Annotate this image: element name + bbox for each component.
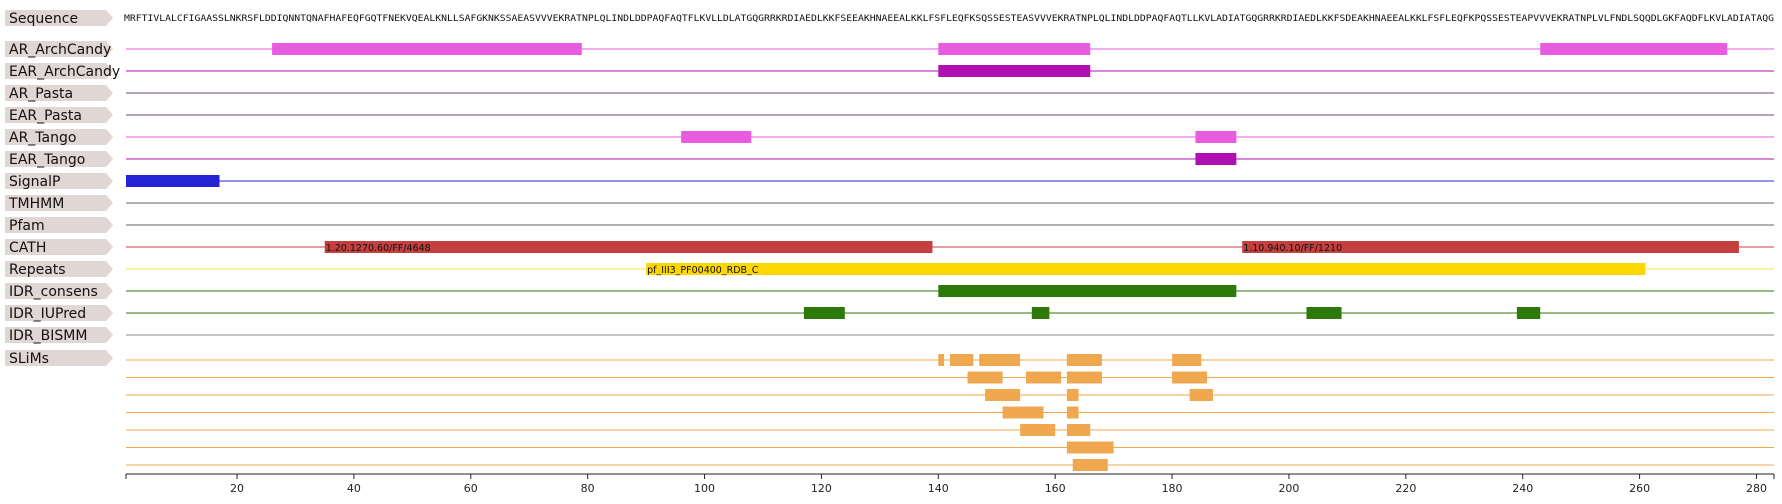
x-axis-tick-label: 40 xyxy=(347,482,361,495)
slim-bar[interactable] xyxy=(1172,371,1208,384)
track-signalp-tag-shape xyxy=(5,173,113,189)
x-axis-tick-label: 160 xyxy=(1045,482,1066,495)
slim-bar[interactable] xyxy=(1066,406,1079,419)
track-ear-pasta-tag-shape xyxy=(5,107,113,123)
x-axis-tick-label: 280 xyxy=(1746,482,1767,495)
feature-bar-ear-tango[interactable] xyxy=(1195,153,1237,165)
slim-bar[interactable] xyxy=(938,354,945,366)
track-ar-pasta-label: AR_Pasta xyxy=(9,86,73,102)
x-axis-tick-label: 140 xyxy=(928,482,949,495)
track-cath-label: CATH xyxy=(9,240,46,256)
x-axis-tick-label: 220 xyxy=(1395,482,1416,495)
feature-bar-idr-consens[interactable] xyxy=(938,285,1237,297)
feature-bar-signalp[interactable] xyxy=(126,175,220,187)
feature-bar-ar-archcandy[interactable] xyxy=(938,43,1091,55)
slim-bar[interactable] xyxy=(1066,354,1102,366)
track-repeats-tag-shape xyxy=(5,261,113,277)
track-idr-consens-label: IDR_consens xyxy=(9,284,98,300)
track-pfam-tag-shape xyxy=(5,217,113,233)
track-idr-bismm-tag-shape xyxy=(5,327,113,343)
sequence-text: MRFTIVLALCFIGAASSLNKRSFLDDIQNNTQNAFHAFEQ… xyxy=(124,14,1774,24)
track-ar-tango-tag-shape xyxy=(5,129,113,145)
track-ar-pasta-tag-shape xyxy=(5,85,113,101)
feature-label-cath: 1.10.940.10/FF/1210 xyxy=(1243,243,1342,254)
slim-bar[interactable] xyxy=(985,389,1021,401)
feature-bar-repeats[interactable] xyxy=(646,263,1646,275)
sequence-label: Sequence xyxy=(9,11,78,27)
track-ear-tango-tag-shape xyxy=(5,151,113,167)
track-idr-iupred-label: IDR_IUPred xyxy=(9,306,86,322)
track-ear-archcandy-tag-shape xyxy=(5,63,113,79)
track-ear-archcandy-label: EAR_ArchCandy xyxy=(9,64,120,80)
track-repeats-label: Repeats xyxy=(9,262,66,278)
track-cath-tag-shape xyxy=(5,239,113,255)
feature-bar-ar-tango[interactable] xyxy=(1195,131,1237,143)
slim-bar[interactable] xyxy=(1072,459,1108,471)
track-tmhmm-tag-shape xyxy=(5,195,113,211)
x-axis-tick-label: 180 xyxy=(1162,482,1183,495)
slim-bar[interactable] xyxy=(1002,406,1044,419)
track-signalp-label: SignalP xyxy=(9,174,60,190)
track-ar-archcandy-tag-shape xyxy=(5,41,113,57)
slim-bar[interactable] xyxy=(1066,371,1102,384)
track-ear-pasta-label: EAR_Pasta xyxy=(9,108,82,124)
slim-bar[interactable] xyxy=(1066,441,1114,454)
feature-bar-idr-iupred[interactable] xyxy=(1031,307,1050,319)
x-axis-tick-label: 240 xyxy=(1512,482,1533,495)
track-ar-archcandy-label: AR_ArchCandy xyxy=(9,42,111,58)
x-axis-tick-label: 100 xyxy=(694,482,715,495)
x-axis-tick-label: 60 xyxy=(464,482,478,495)
slim-bar[interactable] xyxy=(1172,354,1202,366)
x-axis-tick-label: 20 xyxy=(230,482,244,495)
sequence-tag-shape xyxy=(5,10,113,26)
slim-bar[interactable] xyxy=(1066,389,1079,401)
track-ear-tango-label: EAR_Tango xyxy=(9,152,85,168)
x-axis-tick-label: 260 xyxy=(1629,482,1650,495)
feature-bar-idr-iupred[interactable] xyxy=(1516,307,1541,319)
track-idr-consens-tag-shape xyxy=(5,283,113,299)
track-idr-bismm-label: IDR_BISMM xyxy=(9,328,87,344)
feature-bar-ar-archcandy[interactable] xyxy=(1540,43,1728,55)
feature-bar-ar-tango[interactable] xyxy=(681,131,752,143)
feature-label-cath: 1.20.1270.60/FF/4648 xyxy=(326,243,431,254)
feature-bar-ar-archcandy[interactable] xyxy=(272,43,582,55)
slim-bar[interactable] xyxy=(967,371,1003,384)
slim-bar[interactable] xyxy=(979,354,1021,366)
track-ar-tango-label: AR_Tango xyxy=(9,130,76,146)
feature-bar-idr-iupred[interactable] xyxy=(1306,307,1342,319)
feature-bar-cath[interactable] xyxy=(1242,241,1739,253)
x-axis-tick-label: 200 xyxy=(1278,482,1299,495)
x-axis-tick-label: 80 xyxy=(581,482,595,495)
slim-bar[interactable] xyxy=(1020,424,1056,436)
feature-bar-ear-archcandy[interactable] xyxy=(938,65,1091,77)
track-pfam-label: Pfam xyxy=(9,218,45,234)
track-idr-iupred-tag-shape xyxy=(5,305,113,321)
slim-bar[interactable] xyxy=(1066,424,1091,436)
track-tmhmm-label: TMHMM xyxy=(8,196,64,212)
slim-bar[interactable] xyxy=(1025,371,1062,384)
track-slims-label: SLiMs xyxy=(9,351,49,367)
feature-label-repeats: pf_III3_PF00400_RDB_C xyxy=(647,265,759,276)
slim-bar[interactable] xyxy=(950,354,974,366)
slim-bar[interactable] xyxy=(1189,389,1213,401)
feature-bar-idr-iupred[interactable] xyxy=(803,307,845,319)
feature-bar-cath[interactable] xyxy=(324,241,933,253)
track-slims-tag-shape xyxy=(5,350,113,366)
x-axis-tick-label: 120 xyxy=(811,482,832,495)
